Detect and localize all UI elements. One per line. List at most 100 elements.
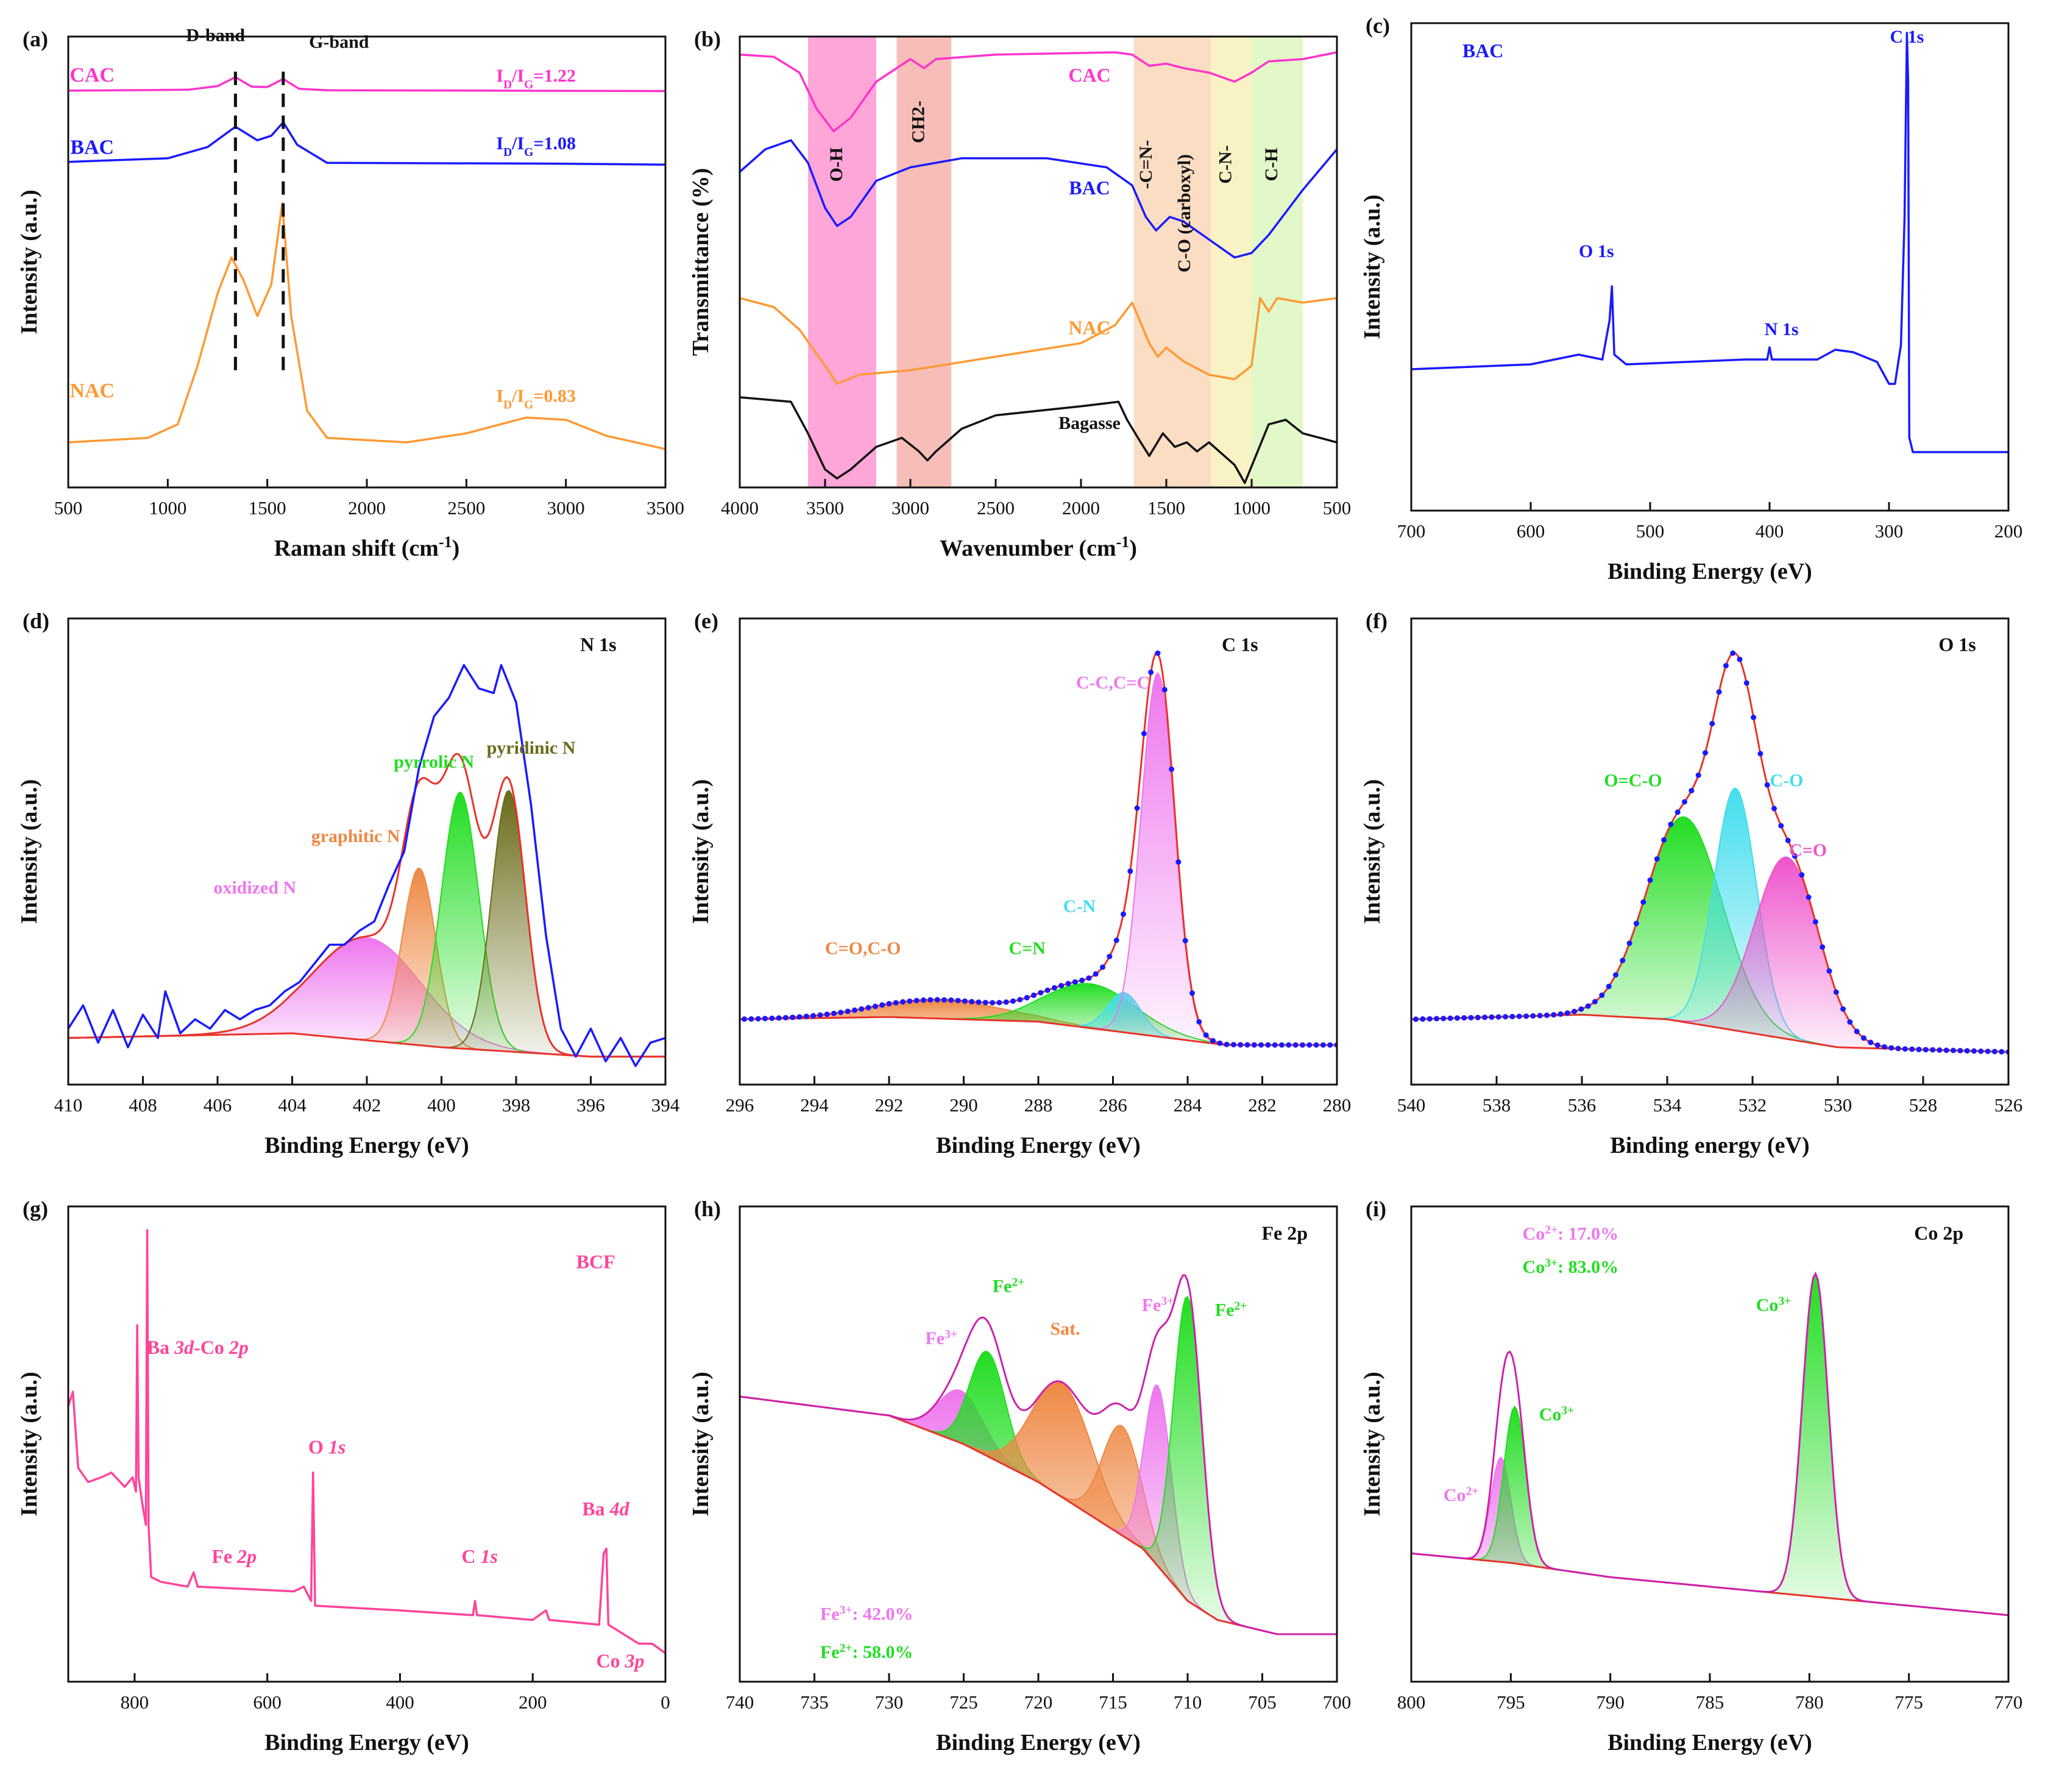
data-point — [1230, 1042, 1236, 1047]
data-point — [1300, 1042, 1305, 1048]
data-point — [1251, 1042, 1257, 1048]
data-point — [1244, 1042, 1250, 1048]
y-axis-label: Intensity (a.u.) — [1359, 779, 1385, 924]
x-tick-label: 400 — [386, 1691, 414, 1713]
data-point — [1943, 1047, 1949, 1054]
panel-e: 296 294 292 290 288 286 284 282 280 Binding Energ… — [688, 609, 1351, 1158]
data-point — [1327, 1042, 1333, 1048]
data-point — [886, 1000, 892, 1007]
fit-envelope — [68, 753, 665, 1058]
label-fe2: Fe2+ — [993, 1276, 1025, 1297]
x-tick-label: 532 — [1738, 1094, 1767, 1116]
data-point — [1668, 821, 1674, 827]
x-axis-label: Binding Energy (eV) — [264, 1133, 469, 1158]
panel-d: 410 408 406 404 402 400 398 396 394 Binding Energ… — [16, 609, 680, 1158]
x-tick-label: 500 — [54, 497, 83, 519]
data-point — [803, 1013, 809, 1019]
x-tick-label: 700 — [1397, 520, 1426, 542]
data-point — [969, 999, 975, 1005]
data-point — [1778, 823, 1784, 829]
label-fe2-58-0: Fe2+: 58.0% — [820, 1642, 913, 1663]
panel-letter: (e) — [694, 609, 718, 633]
band-label-ch2: CH2- — [908, 101, 928, 143]
x-tick-label: 500 — [1323, 497, 1352, 519]
label-c-1s: C 1s — [1222, 634, 1258, 656]
data-point — [955, 997, 961, 1004]
data-point — [1265, 1042, 1271, 1048]
data-point — [1606, 983, 1612, 990]
data-point — [1447, 1015, 1453, 1021]
data-point — [748, 1016, 754, 1022]
panel-letter: (g) — [23, 1197, 48, 1221]
data-point — [1475, 1015, 1481, 1021]
data-point — [1503, 1014, 1508, 1020]
x-axis-label: Binding Energy (eV) — [936, 1730, 1141, 1755]
data-point — [1882, 1044, 1887, 1050]
data-point — [1509, 1013, 1515, 1019]
x-tick-label: 800 — [121, 1691, 149, 1713]
data-point — [1937, 1047, 1943, 1053]
panel-letter: (d) — [23, 609, 49, 633]
data-point — [1121, 911, 1126, 917]
data-point — [1024, 994, 1030, 1000]
label-g-band: G-band — [309, 32, 369, 52]
data-point — [1127, 868, 1133, 874]
plot-area — [68, 1229, 665, 1654]
data-point — [1065, 980, 1071, 986]
band-c-o-carboxyl — [1169, 37, 1211, 487]
data-point — [796, 1014, 803, 1020]
data-point — [1454, 1015, 1460, 1021]
label-fe3: Fe3+ — [925, 1328, 957, 1349]
data-point — [1489, 1014, 1495, 1020]
band-c-h — [1252, 37, 1303, 487]
data-point — [982, 999, 988, 1005]
data-point — [831, 1010, 837, 1016]
x-axis-label: Binding energy (eV) — [1610, 1133, 1809, 1158]
data-point — [907, 998, 913, 1004]
data-point — [769, 1015, 775, 1021]
fit-envelope — [1411, 1271, 2008, 1617]
data-point — [1640, 899, 1646, 905]
x-tick-label: 394 — [651, 1094, 680, 1116]
label-c-1s: C 1s — [461, 1545, 498, 1567]
data-point — [1840, 1006, 1846, 1012]
label-bagasse: Bagasse — [1058, 413, 1121, 433]
x-tick-label: 0 — [661, 1691, 670, 1713]
label-n-1s: N 1s — [1765, 319, 1799, 339]
data-point — [1820, 944, 1826, 950]
x-tick-label: 400 — [427, 1094, 456, 1116]
x-tick-label: 740 — [726, 1691, 754, 1713]
data-point — [1730, 650, 1736, 656]
label-c-o: C-O — [1770, 770, 1804, 790]
peak-sat — [740, 1381, 1337, 1635]
series-nac — [740, 297, 1337, 385]
data-point — [976, 999, 982, 1005]
data-point — [1675, 809, 1681, 815]
data-point — [1196, 1019, 1202, 1025]
data-point — [755, 1016, 761, 1022]
data-point — [1038, 990, 1044, 996]
x-tick-label: 200 — [519, 1691, 547, 1713]
data-point — [1107, 954, 1113, 960]
data-point — [742, 1016, 747, 1022]
x-tick-label: 3000 — [891, 497, 929, 519]
series-bac — [68, 121, 665, 166]
x-tick-label: 540 — [1397, 1094, 1426, 1116]
x-tick-label: 292 — [875, 1094, 904, 1116]
data-point — [1258, 1042, 1264, 1048]
series-nac — [68, 202, 665, 450]
data-point — [1079, 977, 1085, 983]
band-label-c-n: -C=N- — [1136, 140, 1156, 189]
x-tick-label: 410 — [54, 1094, 83, 1116]
data-point — [1771, 806, 1777, 812]
label-fe2: Fe2+ — [1215, 1300, 1247, 1320]
data-point — [872, 1004, 878, 1010]
data-point — [1923, 1047, 1929, 1053]
data-point — [1203, 1032, 1209, 1038]
data-point — [1468, 1015, 1474, 1021]
x-tick-label: 710 — [1174, 1691, 1202, 1713]
data-point — [1847, 1019, 1853, 1025]
x-tick-label: 600 — [1517, 520, 1545, 542]
data-point — [1785, 837, 1791, 843]
x-tick-label: 735 — [800, 1691, 829, 1713]
